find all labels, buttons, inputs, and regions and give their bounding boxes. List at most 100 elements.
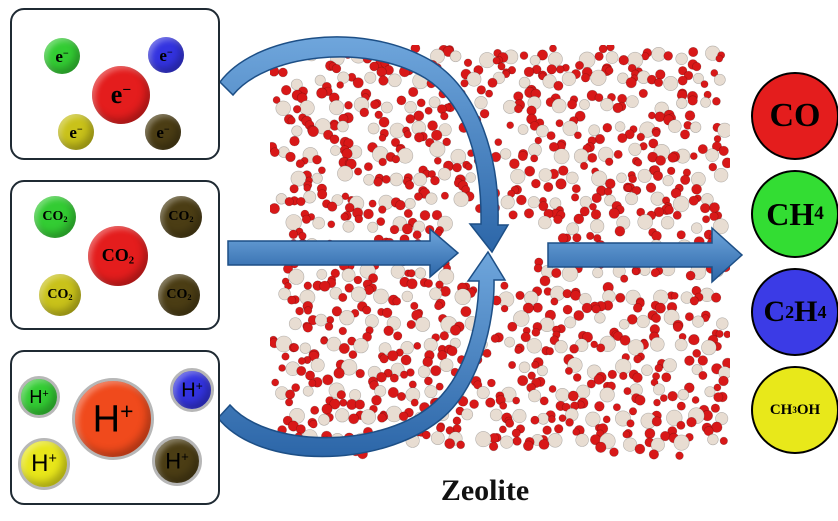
oxygen-atom	[538, 201, 549, 212]
silicon-atom	[535, 124, 549, 138]
oxygen-atom	[569, 343, 579, 354]
oxygen-atom	[513, 104, 523, 114]
oxygen-atom	[327, 201, 338, 212]
silicon-atom	[335, 408, 350, 423]
oxygen-atom	[291, 383, 301, 392]
oxygen-atom	[628, 407, 638, 416]
oxygen-atom	[543, 182, 554, 193]
product-formula-part: 4	[817, 301, 827, 322]
silicon-atom	[705, 148, 720, 162]
oxygen-atom	[683, 70, 694, 81]
silicon-atom	[594, 312, 606, 324]
oxygen-atom	[645, 182, 657, 193]
silicon-atom	[318, 413, 330, 426]
silicon-atom	[364, 71, 377, 84]
oxygen-atom	[281, 84, 292, 96]
oxygen-atom	[527, 371, 536, 380]
oxygen-atom	[653, 398, 661, 407]
silicon-atom	[336, 120, 349, 133]
silicon-atom	[303, 190, 317, 204]
co2-inflow-arrow	[227, 227, 460, 279]
oxygen-atom	[539, 275, 551, 287]
silicon-atom	[314, 313, 328, 327]
oxygen-atom	[427, 120, 438, 131]
silicon-atom	[339, 310, 355, 326]
oxygen-atom	[590, 209, 602, 220]
oxygen-atom	[692, 61, 702, 72]
oxygen-atom	[410, 398, 419, 407]
oxygen-atom	[547, 415, 556, 424]
oxygen-atom	[340, 212, 349, 221]
oxygen-atom	[442, 137, 451, 147]
silicon-atom	[367, 122, 380, 135]
product-formula-part: 3	[792, 405, 797, 415]
silicon-atom	[554, 340, 568, 354]
oxygen-atom	[679, 129, 690, 140]
oxygen-atom	[423, 376, 433, 386]
silicon-atom	[500, 435, 514, 449]
oxygen-atom	[434, 301, 443, 311]
oxygen-atom	[400, 354, 412, 366]
oxygen-atom	[677, 75, 688, 86]
silicon-atom	[553, 148, 570, 165]
silicon-atom	[662, 358, 677, 373]
oxygen-atom	[424, 106, 433, 115]
silicon-atom	[675, 52, 688, 66]
co2-bottom-right: CO2	[158, 274, 200, 316]
silicon-atom	[504, 336, 515, 348]
oxygen-atom	[548, 142, 559, 152]
oxygen-atom	[419, 210, 431, 221]
oxygen-atom	[618, 54, 629, 66]
silicon-atom	[326, 336, 342, 352]
silicon-atom	[636, 314, 650, 329]
oxygen-atom	[295, 159, 305, 169]
oxygen-atom	[519, 51, 529, 60]
silicon-atom	[438, 268, 455, 285]
oxygen-atom	[721, 157, 730, 169]
oxygen-atom	[449, 324, 461, 336]
oxygen-atom	[638, 88, 648, 99]
oxygen-atom	[655, 155, 667, 166]
oxygen-atom	[514, 345, 523, 354]
oxygen-atom	[555, 119, 564, 128]
oxygen-atom	[650, 268, 660, 278]
oxygen-atom	[318, 166, 326, 175]
oxygen-atom	[654, 78, 664, 88]
oxygen-atom	[348, 350, 358, 359]
oxygen-atom	[505, 418, 515, 428]
oxygen-atom	[536, 49, 548, 61]
oxygen-atom	[667, 391, 678, 402]
oxygen-atom	[553, 214, 563, 225]
silicon-atom	[340, 359, 358, 376]
oxygen-atom	[683, 382, 695, 394]
oxygen-atom	[397, 391, 407, 401]
oxygen-atom	[590, 340, 599, 349]
silicon-atom	[561, 71, 577, 86]
oxygen-atom	[352, 77, 364, 89]
oxygen-atom	[586, 231, 595, 240]
silicon-atom	[604, 194, 616, 207]
oxygen-atom	[405, 114, 416, 124]
oxygen-atom	[553, 80, 564, 91]
oxygen-atom	[648, 138, 659, 149]
silicon-atom	[510, 168, 526, 185]
silicon-atom	[430, 431, 445, 445]
oxygen-atom	[430, 365, 442, 377]
oxygen-atom	[628, 174, 638, 184]
silicon-atom	[400, 341, 414, 355]
oxygen-atom	[523, 208, 535, 219]
oxygen-atom	[310, 405, 320, 415]
silicon-atom	[649, 336, 665, 352]
silicon-atom	[453, 191, 469, 207]
oxygen-atom	[414, 192, 423, 201]
oxygen-atom	[709, 211, 719, 221]
oxygen-atom	[534, 136, 543, 145]
oxygen-atom	[545, 347, 555, 356]
oxygen-atom	[687, 95, 698, 106]
oxygen-atom	[404, 180, 415, 190]
oxygen-atom	[408, 86, 419, 98]
oxygen-atom	[303, 306, 313, 315]
silicon-atom	[713, 73, 726, 86]
oxygen-atom	[497, 62, 506, 71]
silicon-atom	[538, 215, 552, 230]
